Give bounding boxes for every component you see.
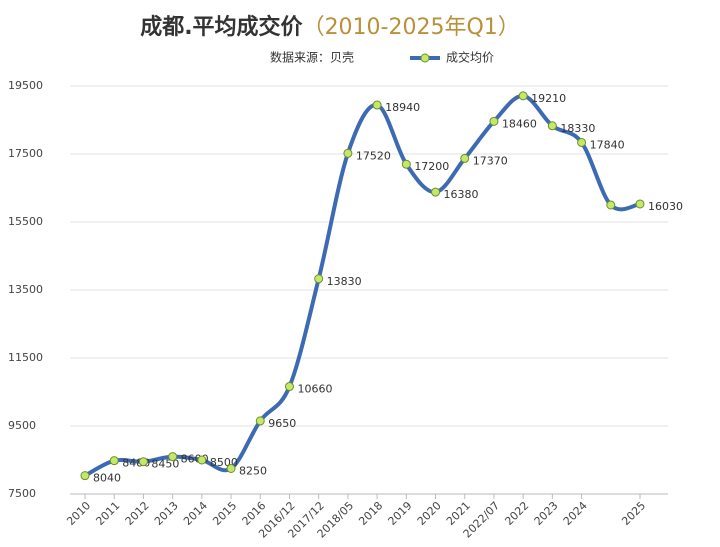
data-label: 16380	[444, 188, 479, 201]
y-tick-label: 9500	[8, 419, 36, 432]
data-label: 17520	[356, 149, 391, 162]
marker	[460, 153, 470, 163]
marker	[138, 457, 148, 467]
marker	[80, 471, 90, 481]
data-label: 13830	[327, 275, 362, 288]
y-tick-label: 13500	[8, 283, 43, 296]
x-tick-label: 2013	[152, 499, 181, 528]
marker	[168, 452, 178, 462]
data-label: 8250	[239, 465, 267, 478]
x-tick-label: 2023	[532, 499, 561, 528]
marker	[577, 137, 587, 147]
y-tick-label: 15500	[8, 215, 43, 228]
marker	[109, 456, 119, 466]
data-label: 17200	[414, 160, 449, 173]
data-label: 18940	[385, 101, 420, 114]
marker	[547, 121, 557, 131]
title-main: 成都.平均成交价	[140, 14, 303, 40]
legend-marker	[420, 53, 430, 63]
data-label: 19210	[531, 92, 566, 105]
data-label: 10660	[297, 383, 332, 396]
chart-title: 成都.平均成交价（2010-2025年Q1）	[140, 14, 520, 40]
x-tick-label: 2025	[619, 499, 648, 528]
x-tick-label: 2019	[386, 499, 415, 528]
series-line	[84, 93, 641, 478]
y-tick-label: 7500	[8, 487, 36, 500]
marker	[401, 159, 411, 169]
y-tick-label: 11500	[8, 351, 43, 364]
marker	[606, 200, 616, 210]
marker	[372, 100, 382, 110]
y-tick-label: 19500	[8, 79, 43, 92]
marker	[518, 91, 528, 101]
x-tick-label: 2014	[181, 499, 210, 528]
x-tick-label: 2012	[123, 499, 152, 528]
x-tick-label: 2020	[415, 499, 444, 528]
data-label: 8040	[93, 472, 121, 485]
x-tick-label: 2024	[561, 499, 590, 528]
title-period: （2010-2025年Q1）	[303, 15, 520, 40]
data-label: 16030	[648, 200, 683, 213]
data-label: 18460	[502, 117, 537, 130]
marker	[489, 116, 499, 126]
marker	[431, 187, 441, 197]
data-label: 17370	[473, 154, 508, 167]
x-tick-label: 2015	[210, 499, 239, 528]
marker	[197, 455, 207, 465]
x-tick-label: 2022	[502, 499, 531, 528]
legend-label: 成交均价	[446, 50, 494, 65]
marker	[226, 464, 236, 473]
marker	[635, 199, 645, 209]
x-tick-label: 2018	[356, 499, 385, 528]
data-label: 18330	[560, 122, 595, 135]
marker	[314, 274, 324, 284]
y-tick-label: 17500	[8, 147, 43, 160]
marker	[255, 416, 265, 426]
data-label: 9650	[268, 417, 296, 430]
x-tick-label: 2011	[93, 499, 122, 528]
marker	[284, 382, 294, 392]
subtitle: 数据来源：贝壳	[270, 50, 354, 65]
data-label: 17840	[590, 138, 625, 151]
x-tick-label: 2010	[64, 499, 93, 528]
marker	[343, 148, 353, 158]
